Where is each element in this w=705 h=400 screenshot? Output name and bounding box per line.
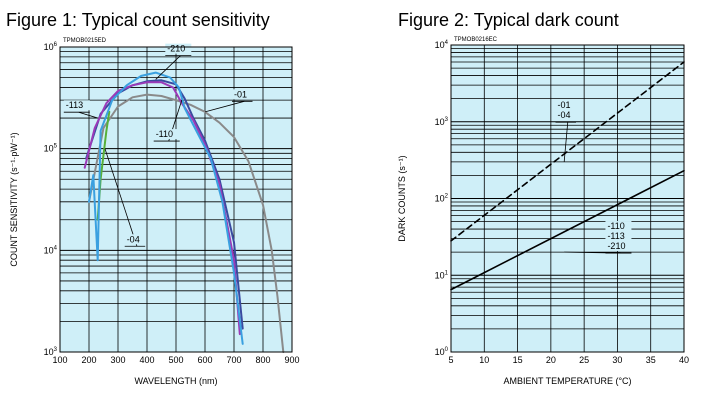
figure2-frame [450,44,685,353]
annotation-label: -01 [234,89,247,99]
x-tick-label: 30 [612,355,622,365]
figure1-code: TPMOB0215ED [63,38,107,44]
annotation-label: -210 [167,44,185,54]
series-line [88,93,285,353]
y-tick-label: 105 [44,144,58,154]
x-tick-label: 10 [479,355,489,365]
annotation-leader [204,100,245,113]
figure1-series [83,71,285,353]
annotation-label: -04 [558,110,571,120]
x-tick-label: 300 [110,355,125,365]
figure2-chart: Figure 2: Typical dark count 5 10 15 20 25 30… [397,10,689,386]
y-tick-label: 104 [44,245,58,255]
annotation-bg [153,129,180,140]
annotation-leader [78,111,98,119]
figure1-tick-labels: 100 200 300 400 500 600 700 800 900 103 104 105 106 [44,42,300,365]
x-tick-label: 15 [513,355,523,365]
annotation-leader [563,122,569,162]
annotation-label: -01 [558,100,571,110]
annotation-label: -210 [607,241,625,251]
annotation-bg [165,43,192,54]
figure2-title: Figure 2: Typical dark count [398,10,619,30]
figure2-annotations: -01-04 -110-113-210 [555,100,632,254]
figure2-tick-labels: 5 10 15 20 25 30 35 40 100 101 102 103 104 [435,40,689,365]
x-tick-label: 500 [168,355,183,365]
x-tick-label: 35 [646,355,656,365]
annotation-bg [555,100,577,121]
annotation-bg [232,89,253,100]
annotation-label: -113 [66,100,83,110]
series-line [450,169,685,291]
x-tick-label: 200 [81,355,96,365]
annotation-leader [155,55,181,80]
figure2-code: TPMOB0216EC [454,37,498,43]
annotation-bg [605,221,632,252]
figure1-y-axis-label: COUNT SENSITIVITY (s⁻¹·pW⁻¹) [9,132,19,266]
figure1-chart: Figure 1: Typical count sensitivity 100 2… [6,10,300,386]
x-tick-label: 20 [546,355,556,365]
x-tick-label: 25 [579,355,589,365]
figure2-y-axis-label: DARK COUNTS (s⁻¹) [397,155,407,241]
figure2-series [450,61,685,291]
annotation-label: -110 [607,221,624,231]
figure1-x-axis-label: WAVELENGTH (nm) [134,376,217,386]
series-line [83,81,241,336]
figure1-title: Figure 1: Typical count sensitivity [6,10,270,30]
y-tick-label: 103 [435,117,449,127]
figure1-frame [59,46,293,353]
y-tick-label: 104 [435,40,449,50]
x-tick-label: 100 [52,355,67,365]
x-tick-label: 400 [139,355,154,365]
x-tick-label: 700 [226,355,241,365]
annotation-bg [63,100,90,111]
annotation-bg [124,234,146,245]
annotation-label: -110 [156,129,173,139]
x-tick-label: 40 [679,355,689,365]
series-line [88,71,244,345]
annotation-label: -113 [607,231,624,241]
series-line [450,61,685,242]
y-tick-label: 101 [435,270,449,280]
y-tick-label: 102 [435,194,449,204]
annotation-label: -04 [127,234,140,244]
y-tick-label: 106 [44,42,58,52]
x-tick-label: 5 [448,355,453,365]
y-tick-label: 103 [44,347,58,357]
figure1-annotations: -210 -113 -01 -110 -04 [63,43,253,247]
x-tick-label: 800 [255,355,270,365]
y-tick-label: 100 [435,347,449,357]
figure2-x-axis-label: AMBIENT TEMPERATURE (°C) [503,376,631,386]
annotation-leader [104,148,138,247]
x-tick-label: 600 [197,355,212,365]
x-tick-label: 900 [284,355,299,365]
